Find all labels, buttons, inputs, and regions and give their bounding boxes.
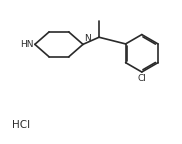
Text: Cl: Cl <box>137 74 146 83</box>
Text: HN: HN <box>20 40 33 49</box>
Text: HCl: HCl <box>12 121 30 130</box>
Text: N: N <box>84 34 91 43</box>
